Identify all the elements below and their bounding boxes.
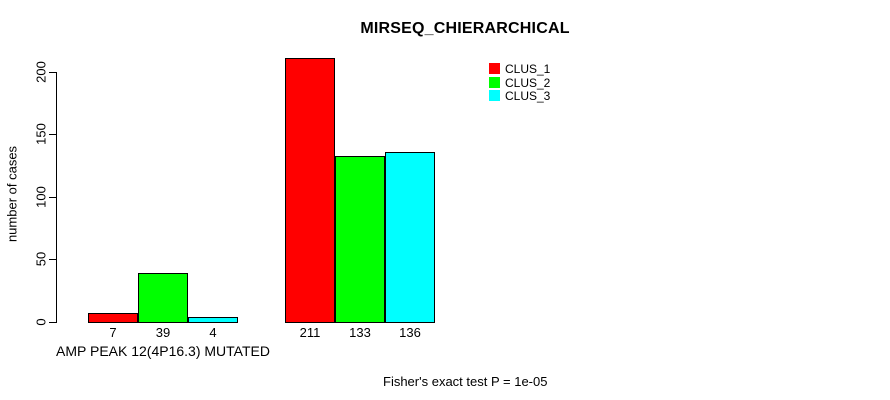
bar <box>88 313 138 323</box>
y-tick <box>49 322 56 323</box>
bar-value-label: 133 <box>349 325 371 340</box>
bar <box>188 316 238 323</box>
legend-label: CLUS_2 <box>505 75 551 90</box>
y-tick-label: 50 <box>33 252 49 267</box>
bar <box>335 155 385 323</box>
legend-label: CLUS_1 <box>505 62 551 76</box>
chart-title: MIRSEQ_CHIERARCHICAL <box>360 20 570 37</box>
bar-value-label: 211 <box>299 325 321 340</box>
legend-label: CLUS_3 <box>505 89 551 103</box>
legend-swatch <box>489 90 500 101</box>
y-axis-line <box>56 71 57 323</box>
y-tick-label: 100 <box>33 186 49 208</box>
y-tick-label: 0 <box>33 318 49 326</box>
footnote: Fisher's exact test P = 1e-05 <box>383 374 548 389</box>
bar <box>138 273 188 323</box>
y-tick <box>49 196 56 198</box>
bar <box>285 58 335 323</box>
y-tick <box>49 71 56 73</box>
category-label: AMP PEAK 12(4P16.3) MUTATED <box>56 343 270 359</box>
bar-value-label: 4 <box>209 325 217 340</box>
y-axis-label: number of cases <box>4 145 20 243</box>
bar-value-label: 136 <box>399 325 421 340</box>
bar-value-label: 39 <box>155 325 171 340</box>
y-tick <box>49 259 56 261</box>
y-tick-label: 200 <box>33 60 49 83</box>
bar <box>385 151 435 323</box>
legend-swatch <box>489 63 500 74</box>
bar-value-label: 7 <box>109 325 117 340</box>
y-tick <box>49 134 56 136</box>
y-tick-label: 150 <box>33 123 49 146</box>
legend-swatch <box>489 76 500 88</box>
